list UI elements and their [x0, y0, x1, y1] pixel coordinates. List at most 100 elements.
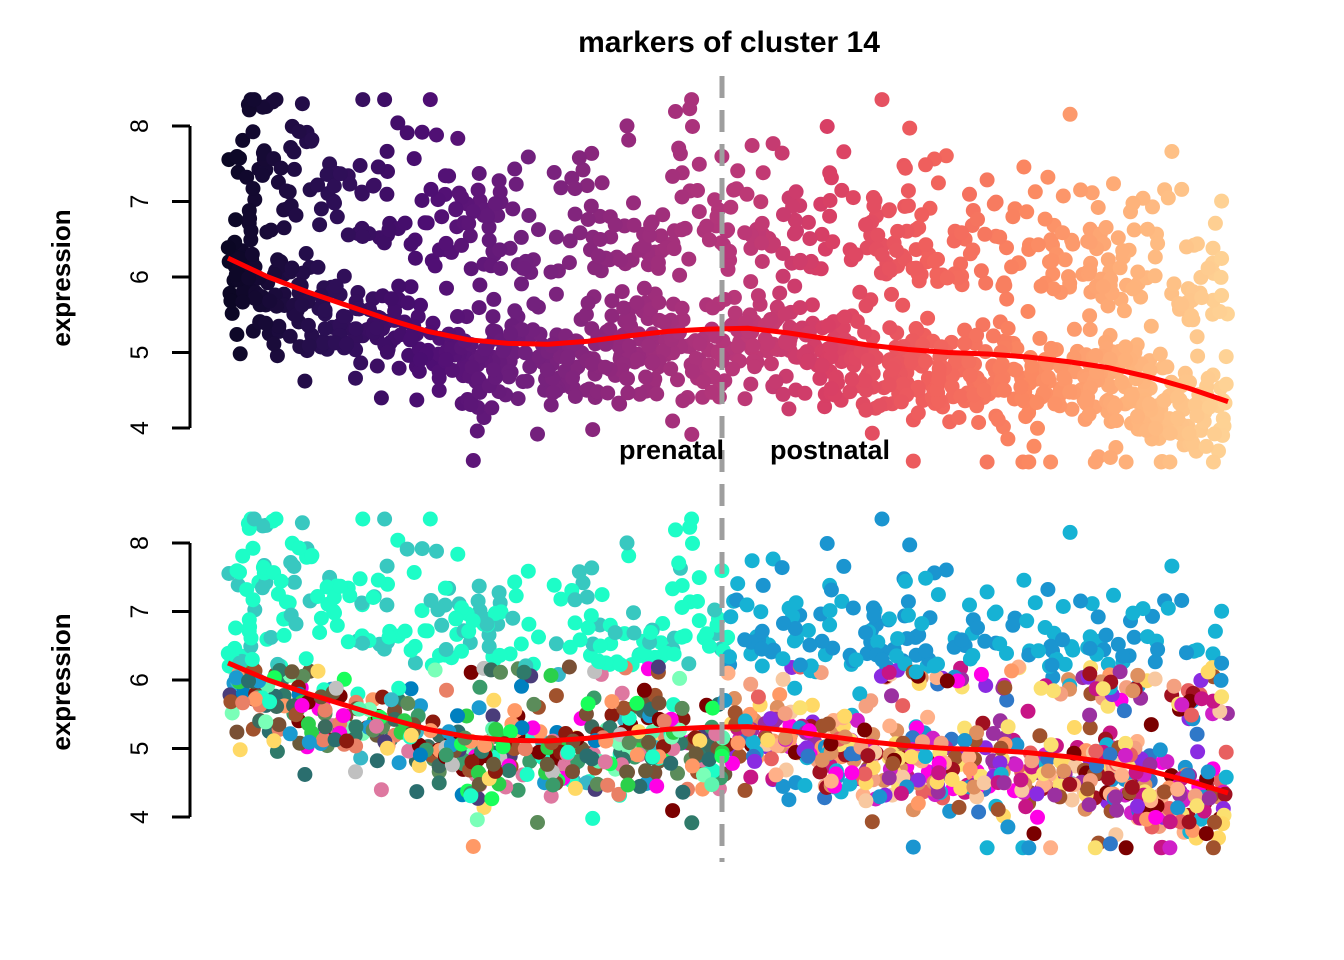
scatter-point — [1064, 792, 1080, 808]
scatter-point — [621, 338, 637, 354]
scatter-point — [1046, 281, 1061, 297]
scatter-point — [481, 232, 497, 248]
scatter-point — [612, 657, 628, 673]
scatter-point — [1029, 786, 1045, 802]
scatter-point — [1030, 643, 1046, 659]
scatter-point — [584, 560, 600, 576]
scatter-point — [1218, 744, 1234, 760]
scatter-point — [1098, 627, 1114, 643]
scatter-point — [342, 588, 358, 604]
scatter-point — [353, 750, 369, 766]
scatter-point — [674, 700, 690, 716]
scatter-point — [858, 298, 874, 314]
scatter-point — [414, 541, 430, 557]
scatter-point — [848, 247, 864, 263]
scatter-point — [300, 716, 316, 732]
scatter-point — [781, 401, 797, 417]
scatter-point — [373, 782, 389, 798]
scatter-point — [247, 691, 263, 707]
scatter-point — [684, 758, 700, 774]
scatter-point — [583, 198, 599, 214]
scatter-point — [526, 296, 542, 312]
scatter-point — [348, 764, 363, 780]
scatter-point — [1201, 790, 1217, 806]
scatter-point — [355, 229, 371, 244]
scatter-point — [1082, 707, 1098, 723]
scatter-point — [823, 170, 839, 186]
scatter-point — [814, 357, 830, 373]
scatter-point — [519, 373, 535, 389]
scatter-point — [1000, 321, 1016, 336]
scatter-point — [979, 454, 995, 470]
scatter-point — [572, 225, 588, 241]
scatter-point — [1080, 781, 1096, 797]
scatter-point — [286, 144, 302, 160]
scatter-point — [822, 617, 838, 633]
scatter-point — [503, 326, 518, 342]
scatter-point — [857, 373, 873, 389]
scatter-point — [1088, 743, 1104, 759]
scatter-point — [918, 570, 934, 586]
scatter-point — [579, 589, 595, 605]
scatter-point — [355, 635, 371, 651]
scatter-point — [962, 246, 978, 262]
scatter-point — [365, 590, 381, 605]
scatter-point — [304, 132, 320, 148]
scatter-point — [1166, 276, 1182, 292]
scatter-point — [567, 206, 583, 222]
scatter-point — [439, 682, 454, 698]
scatter-point — [674, 300, 690, 316]
scatter-point — [621, 548, 637, 564]
scatter-point — [1190, 348, 1206, 364]
scatter-point — [379, 558, 395, 574]
scatter-point — [1110, 230, 1126, 246]
scatter-point — [438, 642, 454, 657]
scatter-point — [1160, 190, 1176, 206]
scatter-point — [681, 656, 697, 672]
scatter-point — [548, 688, 564, 704]
scatter-point — [553, 180, 569, 196]
scatter-point — [438, 747, 454, 763]
bottom-trend-line — [227, 660, 1229, 796]
scatter-point — [775, 268, 791, 284]
scatter-point — [1040, 763, 1056, 779]
scatter-point — [992, 755, 1008, 771]
scatter-point — [621, 311, 637, 327]
scatter-point — [548, 636, 564, 652]
scatter-point — [650, 659, 666, 675]
scatter-point — [1030, 809, 1045, 825]
scatter-point — [241, 270, 256, 286]
scatter-point — [485, 309, 501, 325]
scatter-point — [1189, 726, 1205, 742]
scatter-point — [976, 382, 992, 398]
scatter-point — [788, 595, 804, 611]
scatter-point — [864, 814, 880, 830]
scatter-point — [235, 695, 251, 711]
scatter-point — [602, 321, 618, 337]
scatter-point — [1040, 169, 1056, 185]
scatter-point — [905, 453, 921, 469]
scatter-point — [414, 193, 430, 208]
scatter-point — [823, 773, 839, 789]
scatter-point — [604, 707, 620, 723]
scatter-point — [562, 639, 578, 655]
scatter-point — [580, 295, 596, 311]
scatter-point — [348, 370, 363, 386]
scatter-point — [487, 196, 503, 212]
scatter-point — [823, 582, 839, 598]
scatter-point — [1207, 623, 1223, 639]
scatter-point — [1027, 184, 1043, 200]
scatter-point — [962, 597, 977, 613]
scatter-point — [369, 718, 384, 734]
scatter-point — [663, 361, 679, 377]
scatter-point — [643, 217, 659, 233]
scatter-point — [464, 359, 480, 375]
scatter-point — [643, 625, 659, 640]
scatter-point — [431, 382, 447, 398]
scatter-point — [242, 211, 258, 226]
scatter-point — [1008, 757, 1024, 773]
scatter-point — [472, 679, 488, 695]
scatter-point — [403, 279, 419, 295]
scatter-point — [561, 255, 577, 271]
scatter-point — [636, 682, 652, 698]
